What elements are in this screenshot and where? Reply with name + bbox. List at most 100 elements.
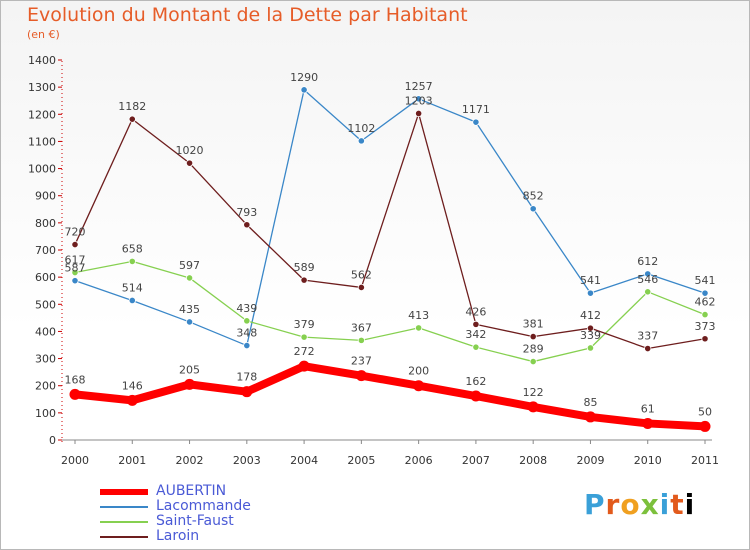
y-tick-label: 600 (35, 271, 56, 284)
data-label: 541 (695, 274, 716, 287)
y-tick-label: 900 (35, 190, 56, 203)
data-point (128, 257, 136, 265)
data-label: 1020 (176, 144, 204, 157)
y-tick-label: 800 (35, 217, 56, 230)
data-point (586, 324, 595, 332)
data-point (184, 378, 196, 390)
data-point (128, 115, 136, 123)
legend-item-saint-faust: Saint-Faust (100, 514, 251, 529)
data-label: 1257 (405, 80, 433, 93)
series-line-laroin (74, 112, 706, 350)
data-label: 205 (179, 363, 200, 376)
data-point (415, 324, 423, 332)
data-point (415, 109, 423, 118)
data-point (701, 310, 709, 319)
data-label: 348 (236, 327, 257, 340)
data-point (527, 401, 539, 413)
data-label: 162 (465, 375, 486, 388)
x-tick-label: 2008 (519, 454, 547, 467)
y-tick-label: 700 (35, 244, 56, 257)
data-label: 412 (580, 309, 601, 322)
data-point (642, 417, 654, 429)
y-tick-label: 1400 (28, 54, 56, 67)
data-label: 122 (523, 386, 544, 399)
data-label: 339 (580, 329, 601, 342)
data-label: 541 (580, 274, 601, 287)
data-label: 61 (641, 402, 655, 415)
data-label: 546 (637, 273, 658, 286)
x-tick-label: 2004 (290, 454, 318, 467)
y-tick-label: 0 (49, 434, 56, 447)
legend-item-aubertin: AUBERTIN (100, 484, 251, 499)
data-label: 1171 (462, 103, 490, 116)
x-tick-label: 2001 (118, 454, 146, 467)
data-label: 289 (523, 343, 544, 356)
data-label: 852 (523, 190, 544, 203)
data-point (185, 159, 194, 167)
data-point (71, 240, 79, 249)
data-label: 1290 (290, 71, 318, 84)
y-tick-label: 100 (35, 407, 56, 420)
data-point (355, 370, 367, 382)
legend-swatch-saint-faust (100, 520, 148, 523)
y-tick-label: 200 (35, 380, 56, 393)
data-label: 367 (351, 321, 372, 334)
data-point (357, 336, 365, 344)
data-label: 146 (122, 379, 143, 392)
x-tick-label: 2007 (462, 454, 490, 467)
data-label: 413 (408, 309, 429, 322)
data-point (644, 288, 652, 296)
data-point (413, 380, 425, 392)
data-point (586, 289, 595, 297)
legend-swatch-aubertin (100, 488, 148, 495)
data-label: 435 (179, 303, 200, 316)
data-label: 381 (523, 318, 544, 331)
data-point (69, 388, 81, 400)
x-tick-label: 2002 (176, 454, 204, 467)
data-point (128, 296, 136, 305)
series-line-lacommande (74, 89, 706, 347)
legend-item-laroin: Laroin (100, 529, 251, 544)
data-label: 178 (236, 371, 257, 384)
data-point (300, 333, 308, 341)
data-label: 658 (122, 242, 143, 255)
data-label: 168 (65, 373, 86, 386)
data-point (644, 270, 652, 278)
data-label: 337 (637, 330, 658, 343)
data-point (472, 343, 480, 351)
data-point (699, 420, 711, 432)
data-point (185, 274, 194, 282)
x-tick-label: 2003 (233, 454, 261, 467)
x-tick-label: 2011 (691, 454, 719, 467)
chart-subtitle: (en €) (27, 28, 60, 41)
data-point (126, 394, 138, 406)
y-tick-label: 300 (35, 353, 56, 366)
x-tick-label: 2005 (347, 454, 375, 467)
proxiti-logo[interactable]: Proxiti (584, 488, 696, 521)
data-point (584, 411, 596, 423)
chart-title: Evolution du Montant de la Dette par Hab… (27, 4, 468, 26)
data-point (415, 95, 423, 103)
data-point (300, 276, 308, 284)
y-tick-label: 1100 (28, 135, 56, 148)
x-tick-label: 2000 (61, 454, 89, 467)
data-label: 587 (65, 262, 86, 275)
data-point (185, 318, 194, 326)
y-tick-label: 500 (35, 298, 56, 311)
data-point (586, 344, 595, 352)
data-label: 426 (465, 305, 486, 318)
data-point (701, 335, 709, 343)
legend-label-lacommande: Lacommande (156, 498, 251, 514)
data-point (298, 360, 310, 372)
y-tick-label: 1200 (28, 108, 56, 121)
data-point (529, 332, 537, 341)
data-label: 272 (294, 345, 315, 358)
data-point (529, 357, 537, 366)
y-tick-label: 1300 (28, 81, 56, 94)
data-label: 597 (179, 259, 200, 272)
x-tick-label: 2006 (405, 454, 433, 467)
data-point (243, 221, 251, 229)
y-tick-label: 1000 (28, 163, 56, 176)
data-point (241, 386, 253, 398)
